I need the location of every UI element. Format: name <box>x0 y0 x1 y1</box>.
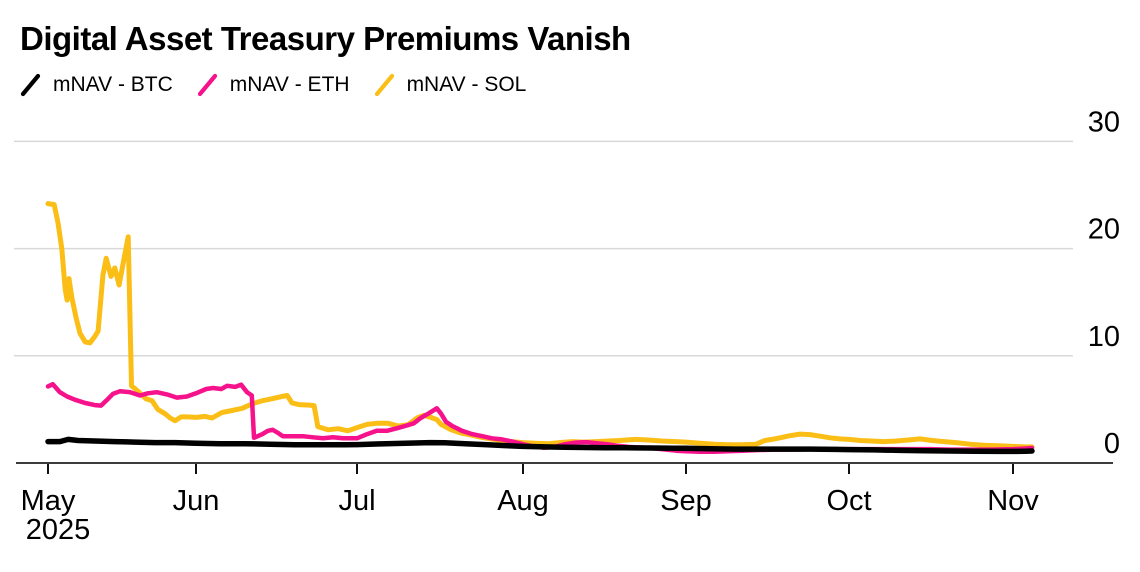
x-tick-label: Nov <box>987 485 1039 517</box>
legend-item-mnav-sol: mNAV - SOL <box>372 72 527 98</box>
line-swatch-icon <box>197 73 217 97</box>
series-line-mnav-btc <box>45 436 1035 455</box>
line-swatch-icon <box>374 73 394 97</box>
legend-item-mnav-btc: mNAV - BTC <box>18 72 173 98</box>
y-tick-label: 0 <box>1104 428 1120 460</box>
x-axis-year-label: 2025 <box>26 514 91 546</box>
legend-label-sol: mNAV - SOL <box>406 73 527 96</box>
y-tick-label: 20 <box>1088 214 1120 246</box>
legend-item-mnav-eth: mNAV - ETH <box>195 72 350 98</box>
x-tick-label: Jun <box>173 485 220 517</box>
legend-label-eth: mNAV - ETH <box>229 73 350 96</box>
line-swatch-icon <box>20 73 41 97</box>
y-tick-label: 10 <box>1088 321 1120 353</box>
x-tick-label: Jul <box>338 485 375 517</box>
y-tick-label: 30 <box>1088 106 1120 138</box>
x-tick-label: Sep <box>660 485 712 517</box>
legend-label-btc: mNAV - BTC <box>53 73 173 96</box>
series-line-mnav-sol <box>45 201 1035 450</box>
x-tick-label: May <box>21 485 76 517</box>
legend: mNAV - BTC mNAV - ETH mNAV - SOL <box>18 72 526 98</box>
x-tick-label: Aug <box>497 485 549 517</box>
x-tick-label: Oct <box>826 485 871 517</box>
chart-title: Digital Asset Treasury Premiums Vanish <box>20 20 631 57</box>
